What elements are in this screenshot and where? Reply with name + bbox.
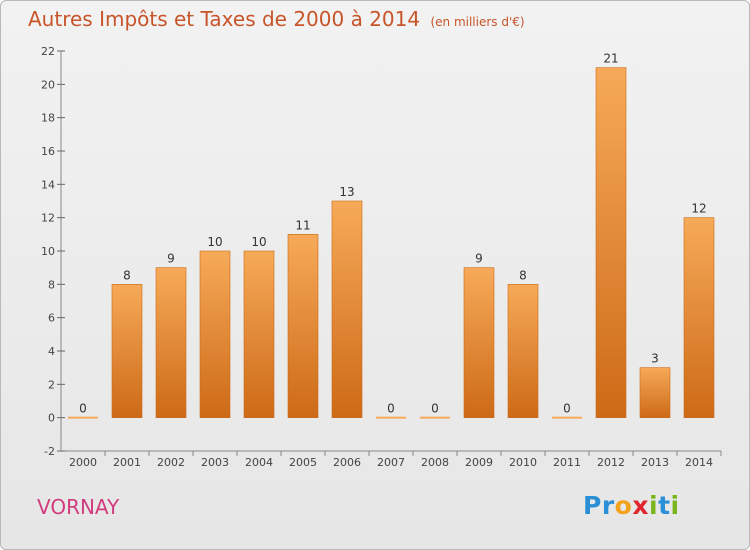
data-label: 12 [691, 202, 706, 216]
y-tick-label: 12 [41, 212, 55, 225]
y-tick-label: 6 [48, 312, 55, 325]
y-tick-label: 18 [41, 112, 55, 125]
logo-letter: x [632, 491, 649, 520]
data-label: 0 [431, 402, 439, 416]
town-name: VORNAY [37, 495, 120, 519]
data-label: 8 [519, 268, 527, 282]
bar [331, 200, 363, 418]
logo-letter: r [601, 491, 615, 520]
unit-label: (en milliers d'€) [430, 15, 525, 29]
bar [68, 416, 98, 419]
logo-letter: i [649, 491, 659, 520]
y-tick-label: 16 [41, 145, 55, 158]
bar [639, 367, 671, 418]
data-label: 8 [123, 268, 131, 282]
title-text: Autres Impôts et Taxes de 2000 à 2014 [28, 7, 421, 31]
x-tick-label: 2014 [685, 456, 713, 469]
data-label: 9 [167, 252, 175, 266]
bar [683, 217, 715, 418]
bars [68, 67, 715, 419]
x-tick-label: 2008 [421, 456, 449, 469]
data-label: 10 [207, 235, 222, 249]
bar [507, 284, 539, 418]
chart-title: Autres Impôts et Taxes de 2000 à 2014 (e… [28, 7, 525, 31]
x-tick-label: 2001 [113, 456, 141, 469]
data-label: 13 [339, 185, 354, 199]
bar [243, 250, 275, 418]
axes: -2 0 2 4 6 8 10 12 14 16 18 20 22 2000 2001 2002 2003 200… [41, 45, 722, 469]
bar [595, 67, 627, 418]
data-label: 21 [603, 52, 618, 66]
data-label: 3 [651, 352, 659, 366]
x-tick-label: 2003 [201, 456, 229, 469]
logo-letter: t [658, 491, 671, 520]
bar [155, 267, 187, 418]
x-tick-label: 2009 [465, 456, 493, 469]
y-tick-label: 4 [48, 345, 55, 358]
data-labels: 0 8 9 10 10 11 13 0 0 9 8 0 21 3 12 [79, 52, 706, 416]
y-tick-label: 2 [48, 378, 55, 391]
x-tick-label: 2002 [157, 456, 185, 469]
y-tick-label: 0 [48, 412, 55, 425]
bar [111, 284, 143, 418]
data-label: 0 [387, 402, 395, 416]
y-tick-label: 14 [41, 178, 55, 191]
bar [199, 250, 231, 418]
data-label: 0 [79, 402, 87, 416]
data-label: 11 [295, 218, 310, 232]
data-label: 10 [251, 235, 266, 249]
bar [463, 267, 495, 418]
y-tick-label: 22 [41, 45, 55, 58]
x-tick-label: 2013 [641, 456, 669, 469]
logo-letter: i [670, 491, 680, 520]
bar [376, 416, 406, 419]
bar [420, 416, 450, 419]
x-tick-label: 2012 [597, 456, 625, 469]
x-tick-label: 2006 [333, 456, 361, 469]
x-tick-label: 2010 [509, 456, 537, 469]
data-label: 0 [563, 402, 571, 416]
logo-letter: o [614, 491, 633, 520]
y-tick-label: 8 [48, 278, 55, 291]
x-tick-label: 2007 [377, 456, 405, 469]
x-tick-label: 2000 [69, 456, 97, 469]
data-label: 9 [475, 252, 483, 266]
y-tick-label: -2 [44, 445, 55, 458]
proxiti-logo: Proxiti [583, 491, 680, 520]
bar [287, 234, 319, 418]
x-tick-label: 2011 [553, 456, 581, 469]
x-tick-label: 2004 [245, 456, 273, 469]
x-tick-label: 2005 [289, 456, 317, 469]
bar [552, 416, 582, 419]
logo-letter: P [583, 491, 602, 520]
y-tick-label: 20 [41, 78, 55, 91]
y-tick-label: 10 [41, 245, 55, 258]
